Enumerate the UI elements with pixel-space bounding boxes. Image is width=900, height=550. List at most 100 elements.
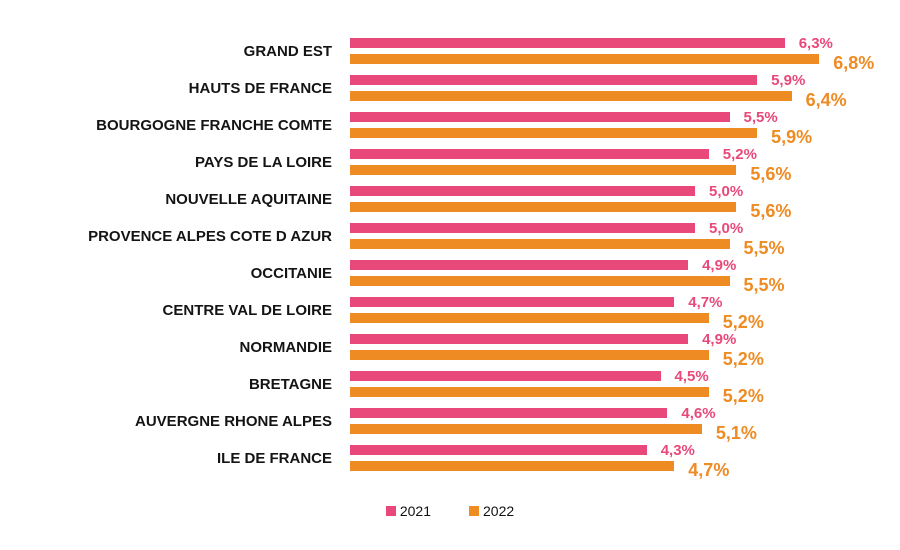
- chart-row-group: ILE DE FRANCE 4,3% 4,7%: [0, 441, 900, 480]
- category-label: ILE DE FRANCE: [216, 449, 332, 467]
- bar-2021: [350, 223, 695, 233]
- bar-2021: [350, 149, 709, 159]
- bar-2021: [350, 334, 689, 344]
- bar-pair: 5,2% 5,6%: [350, 145, 900, 183]
- bar-pair: 5,5% 5,9%: [350, 108, 900, 146]
- bar-2022: [350, 91, 792, 101]
- bar-value-label-2021: 5,0%: [709, 182, 744, 200]
- chart-row-group: NOUVELLE AQUITAINE 5,0% 5,6%: [0, 182, 900, 221]
- bar-2022: [350, 313, 709, 323]
- category-label: OCCITANIE: [250, 264, 332, 282]
- bar-row-2021: 5,2%: [350, 145, 900, 163]
- bar-row-2022: 5,1%: [350, 424, 900, 442]
- bar-row-2021: 4,6%: [350, 404, 900, 422]
- bar-value-label-2022: 6,8%: [833, 53, 875, 73]
- bar-value-label-2022: 5,1%: [715, 423, 757, 443]
- bar-pair: 4,3% 4,7%: [350, 441, 900, 479]
- category-label: PROVENCE ALPES COTE D AZUR: [88, 227, 332, 245]
- bar-row-2021: 5,0%: [350, 219, 900, 237]
- bar-value-label-2022: 5,5%: [743, 238, 785, 258]
- bar-pair: 4,9% 5,5%: [350, 256, 900, 294]
- bar-value-label-2022: 5,2%: [722, 312, 764, 332]
- bar-row-2021: 4,9%: [350, 330, 900, 348]
- category-label: NORMANDIE: [239, 338, 333, 356]
- bar-row-2021: 4,7%: [350, 293, 900, 311]
- bar-value-label-2021: 4,7%: [688, 293, 723, 311]
- chart-row-group: CENTRE VAL DE LOIRE 4,7% 5,2%: [0, 293, 900, 332]
- bar-2022: [350, 387, 709, 397]
- chart-row-group: NORMANDIE 4,9% 5,2%: [0, 330, 900, 369]
- bar-row-2022: 5,5%: [350, 239, 900, 257]
- bar-row-2022: 4,7%: [350, 461, 900, 479]
- bar-value-label-2021: 5,9%: [771, 71, 806, 89]
- bar-pair: 4,5% 5,2%: [350, 367, 900, 405]
- bar-row-2022: 6,4%: [350, 91, 900, 109]
- bar-row-2022: 5,2%: [350, 350, 900, 368]
- legend-label-2021: 2021: [399, 503, 431, 519]
- category-label: BRETAGNE: [248, 375, 332, 393]
- bar-2021: [350, 371, 661, 381]
- chart-row-group: AUVERGNE RHONE ALPES 4,6% 5,1%: [0, 404, 900, 443]
- chart-row-group: PROVENCE ALPES COTE D AZUR 5,0% 5,5%: [0, 219, 900, 258]
- bar-2022: [350, 276, 730, 286]
- legend-label-2022: 2022: [483, 503, 515, 519]
- category-label: HAUTS DE FRANCE: [188, 79, 332, 97]
- bar-2022: [350, 350, 709, 360]
- bar-row-2022: 6,8%: [350, 54, 900, 72]
- bar-pair: 4,6% 5,1%: [350, 404, 900, 442]
- chart-row-group: HAUTS DE FRANCE 5,9% 6,4%: [0, 71, 900, 110]
- bar-2021: [350, 38, 785, 48]
- bar-2021: [350, 260, 689, 270]
- bar-2022: [350, 54, 820, 64]
- bar-row-2022: 5,2%: [350, 387, 900, 405]
- bar-value-label-2022: 5,2%: [722, 349, 764, 369]
- bar-value-label-2022: 5,5%: [743, 275, 785, 295]
- bar-row-2021: 4,3%: [350, 441, 900, 459]
- bar-value-label-2021: 4,5%: [674, 367, 709, 385]
- legend-swatch-2022: [469, 506, 479, 516]
- bar-2021: [350, 408, 668, 418]
- bar-2022: [350, 239, 730, 249]
- bar-value-label-2021: 5,0%: [709, 219, 744, 237]
- chart-row-group: OCCITANIE 4,9% 5,5%: [0, 256, 900, 295]
- bar-row-2021: 5,0%: [350, 182, 900, 200]
- bar-row-2022: 5,9%: [350, 128, 900, 146]
- bar-value-label-2022: 6,4%: [805, 90, 847, 110]
- bar-row-2021: 6,3%: [350, 34, 900, 52]
- grouped-bar-chart: GRAND EST 6,3% 6,8% HAUTS DE FRANCE 5,9% 6,4%…: [0, 34, 900, 480]
- bar-pair: 4,7% 5,2%: [350, 293, 900, 331]
- bar-value-label-2022: 4,7%: [688, 460, 730, 480]
- bar-2021: [350, 445, 647, 455]
- bar-row-2022: 5,6%: [350, 165, 900, 183]
- bar-row-2022: 5,5%: [350, 276, 900, 294]
- bar-row-2021: 4,9%: [350, 256, 900, 274]
- bar-2022: [350, 461, 675, 471]
- bar-value-label-2021: 4,6%: [681, 404, 716, 422]
- category-label: BOURGOGNE FRANCHE COMTE: [96, 116, 332, 134]
- bar-2021: [350, 112, 730, 122]
- chart-row-group: BOURGOGNE FRANCHE COMTE 5,5% 5,9%: [0, 108, 900, 147]
- chart-row-group: GRAND EST 6,3% 6,8%: [0, 34, 900, 73]
- bar-value-label-2021: 5,2%: [722, 145, 757, 163]
- legend-swatch-2021: [385, 506, 396, 516]
- category-label: NOUVELLE AQUITAINE: [165, 190, 332, 208]
- bar-value-label-2021: 6,3%: [798, 34, 833, 52]
- bar-value-label-2021: 4,9%: [702, 256, 737, 274]
- bar-value-label-2021: 4,3%: [660, 441, 695, 459]
- bar-pair: 5,9% 6,4%: [350, 71, 900, 109]
- bar-row-2022: 5,6%: [350, 202, 900, 220]
- category-label: GRAND EST: [243, 42, 332, 60]
- legend-item-2021: 2021: [385, 503, 431, 519]
- bar-value-label-2022: 5,6%: [750, 164, 792, 184]
- bar-row-2022: 5,2%: [350, 313, 900, 331]
- bar-pair: 6,3% 6,8%: [350, 34, 900, 72]
- bar-value-label-2022: 5,2%: [722, 386, 764, 406]
- bar-2021: [350, 75, 758, 85]
- bar-2021: [350, 297, 675, 307]
- bar-pair: 5,0% 5,5%: [350, 219, 900, 257]
- bar-value-label-2021: 4,9%: [702, 330, 737, 348]
- bar-2022: [350, 424, 702, 434]
- category-label: CENTRE VAL DE LOIRE: [162, 301, 332, 319]
- bar-value-label-2021: 5,5%: [743, 108, 778, 126]
